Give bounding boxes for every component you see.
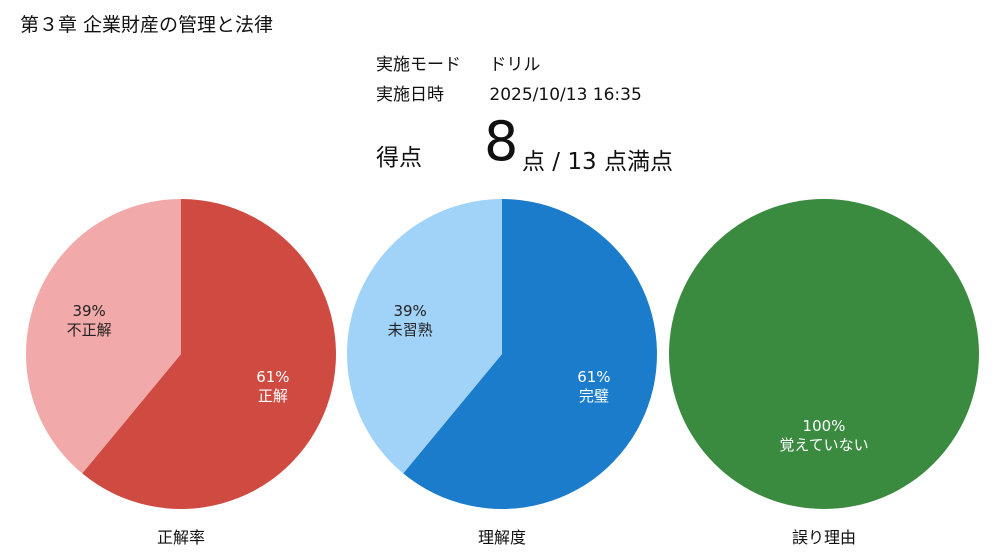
pie-chart-error-reasons: 誤り理由 100% 覚えていない: [668, 198, 980, 547]
pie-slice-percent: 39%: [72, 301, 106, 320]
date-label: 実施日時: [376, 85, 444, 105]
score-value: 8: [484, 110, 519, 173]
pie-caption-accuracy: 正解率: [156, 528, 205, 547]
pie-slice-percent: 39%: [393, 301, 427, 320]
pie-slice-slice-1: [347, 199, 502, 474]
pie-slice-name: 正解: [257, 387, 288, 406]
pie-slice-percent: 61%: [256, 368, 290, 387]
pie-slice-slice-0: [82, 199, 336, 509]
chapter-title: 第３章 企業財産の管理と法律: [20, 14, 274, 36]
result-meta: 実施モード ドリル 実施日時 2025/10/13 16:35: [376, 50, 642, 110]
pie-svg-understanding: [347, 199, 657, 509]
mode-label: 実施モード: [376, 55, 461, 75]
pie-slice-label: 61% 完璧: [549, 368, 639, 406]
pie-chart-understanding: 理解度 61% 完璧 39% 未習熟: [346, 198, 658, 547]
pie-caption-error-reasons: 誤り理由: [791, 528, 856, 547]
date-row: 実施日時 2025/10/13 16:35: [376, 80, 642, 110]
score-suffix: 点 / 13 点満点: [522, 149, 673, 175]
score-label: 得点: [376, 145, 422, 171]
pie-slice-name: 不正解: [66, 320, 112, 339]
date-value: 2025/10/13 16:35: [489, 85, 642, 105]
pie-slice-percent: 100%: [802, 417, 846, 435]
pie-slice-name: 覚えていない: [779, 436, 869, 454]
pie-slice-name: 未習熟: [387, 320, 433, 339]
pie-chart-accuracy: 正解率 61% 正解 39% 不正解: [25, 198, 337, 547]
pie-slice-slice-0: [669, 199, 979, 509]
mode-row: 実施モード ドリル: [376, 50, 642, 80]
pie-slice-name: 完璧: [578, 387, 609, 406]
pie-svg-error-reasons: [669, 199, 979, 509]
pie-slice-percent: 61%: [577, 368, 611, 387]
pie-svg-accuracy: [25, 199, 336, 509]
pie-caption-understanding: 理解度: [477, 528, 526, 547]
pie-slice-slice-0: [403, 199, 657, 509]
pie-slice-label: 39% 不正解: [44, 302, 134, 340]
pie-slice-slice-1: [25, 199, 181, 474]
pie-slice-label: 100% 覚えていない: [779, 417, 869, 455]
pie-slice-label: 39% 未習熟: [365, 302, 455, 340]
pie-slice-label: 61% 正解: [228, 368, 318, 406]
mode-value: ドリル: [489, 55, 541, 75]
